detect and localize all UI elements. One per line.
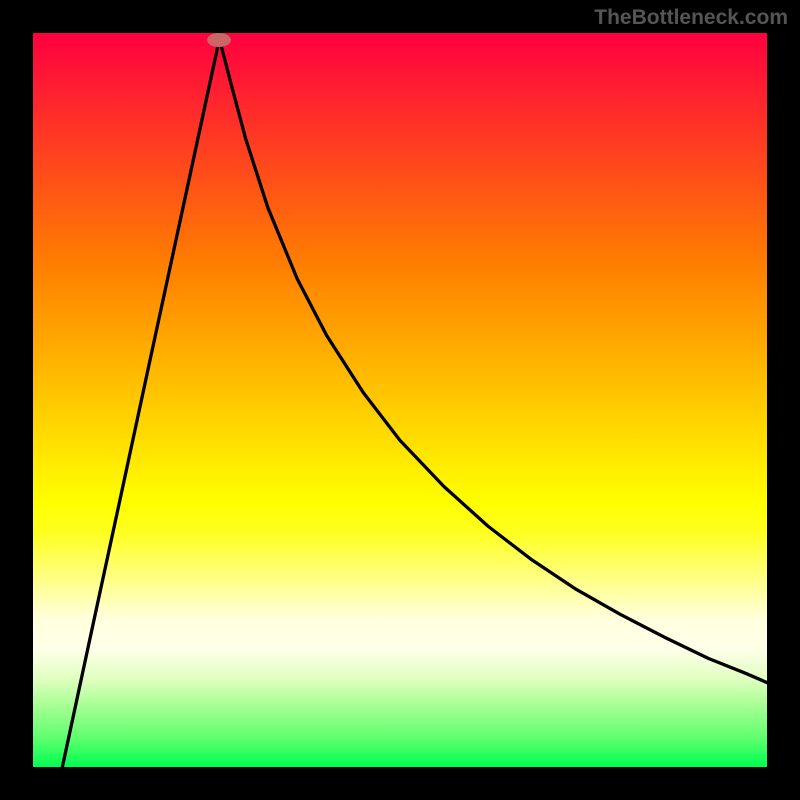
outer-frame: TheBottleneck.com bbox=[0, 0, 800, 800]
optimal-point-marker bbox=[207, 33, 231, 47]
watermark-text: TheBottleneck.com bbox=[594, 6, 788, 30]
bottleneck-curve bbox=[62, 39, 767, 767]
chart-svg bbox=[0, 0, 800, 800]
